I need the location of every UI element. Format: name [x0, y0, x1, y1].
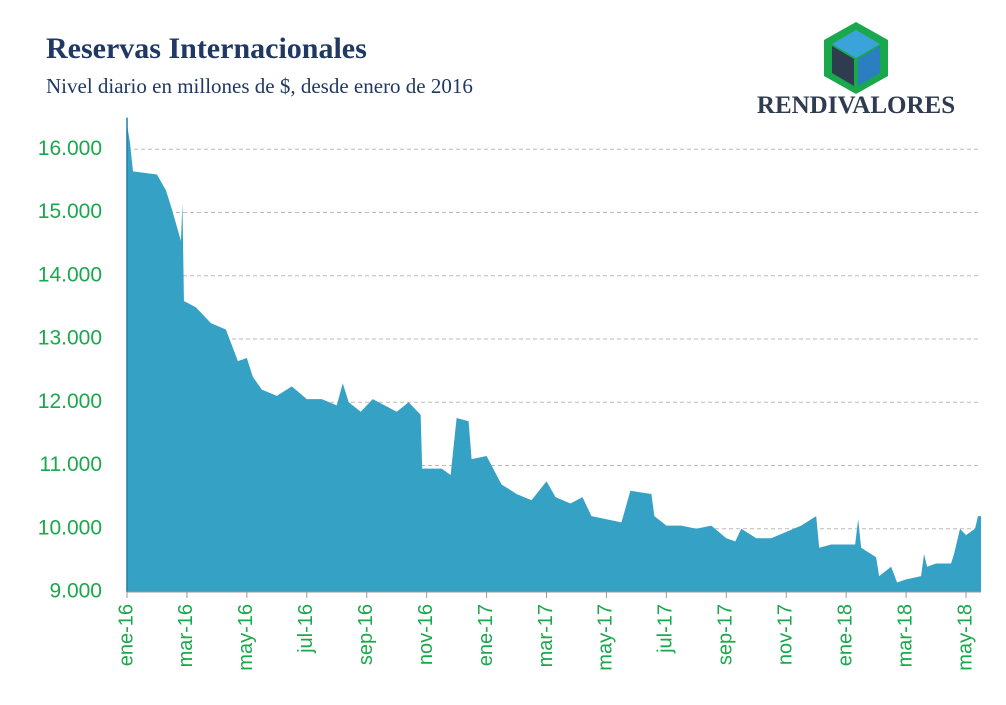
x-tick-label: jul-16	[295, 604, 317, 654]
y-tick-label: 14.000	[38, 263, 102, 286]
x-tick-label: mar-16	[175, 604, 197, 667]
chart-subtitle: Nivel diario en millones de $, desde ene…	[46, 74, 473, 98]
logo: RENDIVALORES	[757, 22, 955, 119]
x-tick-label: mar-18	[894, 604, 916, 667]
y-tick-label: 9.000	[49, 580, 102, 603]
x-tick-label: nov-17	[775, 604, 797, 665]
x-tick-label: sep-17	[715, 604, 737, 665]
y-tick-label: 16.000	[38, 137, 102, 160]
chart-title: Reservas Internacionales	[46, 32, 367, 65]
y-tick-label: 15.000	[38, 200, 102, 223]
x-tick-label: mar-17	[535, 604, 557, 667]
area	[127, 123, 981, 593]
y-tick-label: 11.000	[39, 453, 102, 476]
x-tick-label: ene-18	[834, 604, 856, 666]
y-tick-label: 13.000	[38, 327, 102, 350]
y-tick-label: 10.000	[38, 516, 102, 539]
x-tick-label: may-17	[595, 604, 617, 671]
x-tick-label: may-18	[954, 604, 976, 671]
x-tick-label: jul-17	[655, 604, 677, 654]
x-tick-label: ene-16	[115, 604, 137, 666]
x-tick-label: nov-16	[415, 604, 437, 665]
brand: RENDIVALORES	[757, 92, 955, 119]
x-tick-label: sep-16	[355, 604, 377, 665]
y-tick-label: 12.000	[38, 390, 102, 413]
x-tick-label: may-16	[235, 604, 257, 671]
x-tick-label: ene-17	[475, 604, 497, 666]
